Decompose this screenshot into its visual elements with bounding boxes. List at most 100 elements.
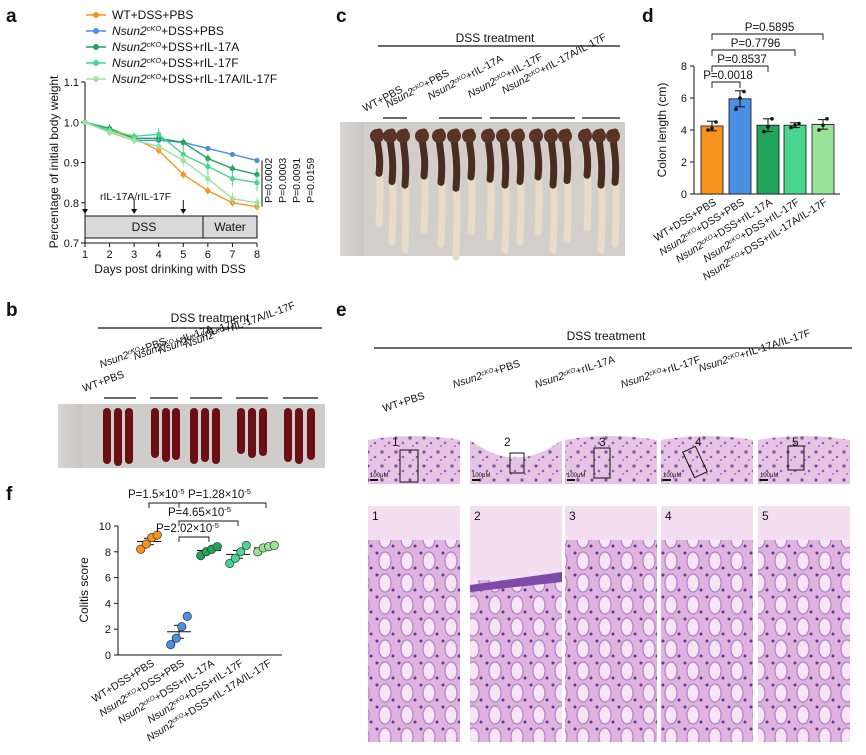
data-point xyxy=(205,188,211,194)
scale-label: 100μM xyxy=(760,473,778,479)
tile-number: 4 xyxy=(695,435,702,449)
pvalue-text: P=1.28×10-5 xyxy=(188,487,251,502)
data-point xyxy=(742,89,746,94)
water-period-box xyxy=(202,215,258,239)
data-point xyxy=(156,131,162,137)
spleen-specimen xyxy=(248,408,256,458)
y-tick-label: 2 xyxy=(681,157,687,169)
cecum xyxy=(447,129,461,143)
panel-label-e: e xyxy=(336,300,347,321)
y-tick-label: 0.8 xyxy=(64,198,79,210)
label-superscript: cKO xyxy=(186,331,200,342)
panel-label-b: b xyxy=(6,300,18,321)
body-weight-chart: WT+DSS+PBSNsun2cKO+DSS+PBSNsun2cKO+DSS+r… xyxy=(47,8,317,276)
data-point xyxy=(770,117,774,121)
x-tick-label: 2 xyxy=(107,249,113,261)
data-point xyxy=(254,171,260,178)
spleen-specimen xyxy=(103,408,111,464)
zoom-box xyxy=(593,447,611,479)
bar xyxy=(728,98,752,195)
cecum xyxy=(578,129,592,143)
spleen-specimen xyxy=(284,408,292,462)
pvalue-exponent: -5 xyxy=(212,521,219,530)
spleen-specimen xyxy=(237,408,245,454)
colitis-score-y-axis-label: Colitis score xyxy=(77,557,91,623)
bar xyxy=(700,125,724,195)
data-point xyxy=(171,633,181,643)
pvalue-text: P=2.02×10-5 xyxy=(156,521,219,536)
legend-entry: Nsun2cKO+DSS+rIL-17A xyxy=(112,40,239,55)
x-tick-label: 3 xyxy=(131,249,137,261)
tile-number: 3 xyxy=(599,435,606,449)
data-point xyxy=(269,540,279,550)
colon-length-y-axis-label: Colon length (cm) xyxy=(655,83,669,178)
data-point xyxy=(254,200,260,206)
label-prefix: Nsun2 xyxy=(112,72,147,86)
data-point xyxy=(229,165,236,172)
injection-arrowhead xyxy=(82,209,88,214)
histology-tiles: 1 100μM 1 2 100μM 2 3 100μM 3 4 100μM 4 5 100μM 5 xyxy=(368,426,850,742)
zoom-tissue xyxy=(470,580,562,742)
spleen-specimen xyxy=(172,408,180,460)
data-point xyxy=(106,129,113,135)
cecum xyxy=(496,129,510,143)
spleen-specimen xyxy=(212,408,220,464)
pvalue-text: P=0.0003 xyxy=(277,158,289,203)
bar xyxy=(811,124,835,195)
data-point xyxy=(180,151,186,158)
y-tick-label: 1.1 xyxy=(64,77,79,89)
y-tick-label: 8 xyxy=(681,61,687,73)
scale-label: 100μM xyxy=(567,473,585,479)
label-superscript: cKO xyxy=(726,351,740,362)
data-point xyxy=(182,611,192,621)
pvalue-text: P=0.0018 xyxy=(703,70,753,82)
pvalue-base: P=2.02×10 xyxy=(156,523,212,535)
group-label: Nsun2cKO+rIL-17A xyxy=(533,354,616,391)
spleen-specimen xyxy=(295,408,303,464)
label-suffix: +DSS+rIL-17A/IL-17F xyxy=(161,72,277,86)
pvalue-bracket xyxy=(178,536,210,542)
scale-label: 100μM xyxy=(472,473,490,479)
injection-label: rIL-17A/rIL-17F xyxy=(100,191,171,203)
tile-number: 3 xyxy=(569,509,576,523)
pvalue-base: P=1.5×10 xyxy=(128,489,178,501)
colon-specimens xyxy=(370,128,620,261)
cecum xyxy=(481,129,495,143)
histology-panel: DSS treatment WT+PBSNsun2cKO+PBSNsun2cKO… xyxy=(368,327,852,742)
legend-entry: Nsun2cKO+DSS+PBS xyxy=(112,24,224,39)
injection-arrowhead xyxy=(131,209,138,214)
cecum xyxy=(511,129,525,143)
colon-treatment-label: DSS treatment xyxy=(456,31,535,45)
pvalue-bracket xyxy=(711,49,796,56)
data-point xyxy=(180,139,186,145)
data-point xyxy=(180,157,186,164)
tile-number: 5 xyxy=(792,435,799,449)
label-superscript: cKO xyxy=(147,40,162,49)
pvalue-bracket xyxy=(711,81,741,88)
label-prefix: Nsun2 xyxy=(112,40,147,54)
data-point xyxy=(205,145,211,152)
tile-number: 4 xyxy=(665,509,672,523)
group-label: WT+PBS xyxy=(381,390,426,415)
legend-entry: Nsun2cKO+DSS+rIL-17A/IL-17F xyxy=(112,72,277,87)
label-superscript: cKO xyxy=(147,56,162,65)
colitis-score-chart: Colitis score 0246810WT+DSS+PBSNsun2cKO+… xyxy=(77,487,282,744)
body-weight-legend: WT+DSS+PBSNsun2cKO+DSS+PBSNsun2cKO+DSS+r… xyxy=(86,8,277,86)
body-weight-y-axis-label: Percentage of initial body weight xyxy=(47,75,61,248)
label-prefix: Nsun2 xyxy=(697,354,730,375)
spleen-specimen xyxy=(259,408,267,456)
label-superscript: cKO xyxy=(648,367,662,378)
spleen-specimens xyxy=(103,408,315,466)
pvalue-bracket xyxy=(178,520,239,526)
colitis-score-pvalues: P=1.5×10-5 P=1.28×10-5P=4.65×10-5P=2.02×1… xyxy=(128,487,267,542)
data-point xyxy=(225,558,235,568)
data-point xyxy=(825,117,829,121)
injection-arrowhead xyxy=(180,209,187,214)
data-point xyxy=(82,119,88,125)
zoom-box xyxy=(682,445,708,479)
overview-tissue xyxy=(661,436,753,484)
tile-number: 2 xyxy=(504,435,511,449)
panel-label-c: c xyxy=(336,6,347,27)
data-point xyxy=(136,544,146,554)
data-point xyxy=(205,163,211,170)
